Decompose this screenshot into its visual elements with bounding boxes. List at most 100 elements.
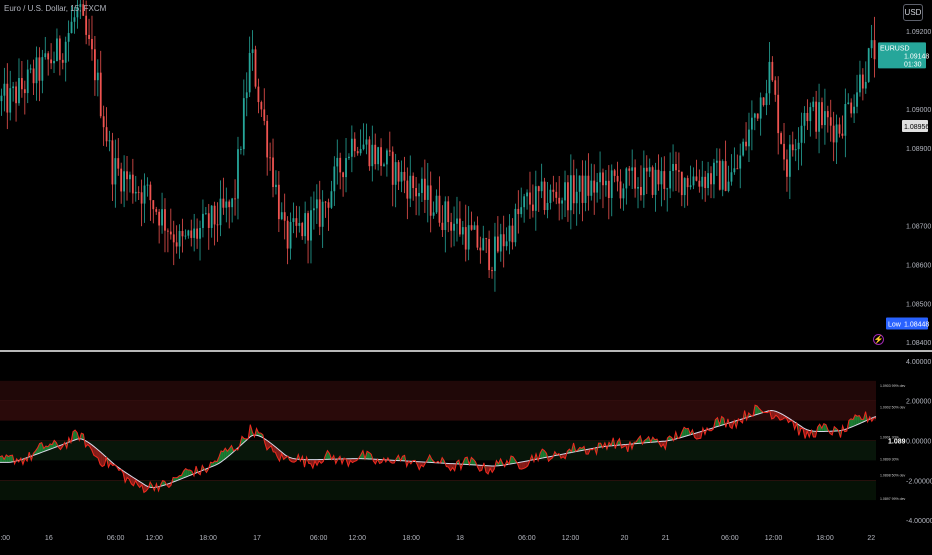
candle-body [415,188,417,197]
candle-body [342,172,344,178]
oscillator-fill-segment [561,454,564,459]
candle-body [216,224,219,226]
candle-body [260,102,263,110]
candle-body [114,158,117,185]
candle-body [774,80,777,95]
candle-body [453,223,455,231]
oscillator-fill-segment [8,455,11,463]
candle-body [310,210,312,241]
candle-body [321,201,324,227]
candle-body [412,175,415,189]
oscillator-fill-segment [696,432,699,440]
oscillator-fill-segment [755,405,758,416]
symbol-price-tag [878,42,926,69]
oscillator-fill-segment [50,443,53,450]
oscillator-fill-segment [131,476,134,486]
candle-body [710,173,712,185]
candle-body [350,138,353,157]
candle-body [590,180,593,196]
oscillator-fill-segment [513,456,516,464]
lightning-icon[interactable]: ⚡ [873,334,884,345]
candle-body [397,162,400,182]
candle-body [459,218,461,235]
candle-body [280,212,283,220]
candle-body [666,188,669,190]
candle-body [137,191,140,193]
candle-body [283,212,286,221]
oscillator-fill-segment [511,456,514,464]
candle-body [94,49,96,81]
candle-body [456,218,458,224]
candle-body [730,172,733,182]
candle-body [602,172,604,186]
oscillator-fill-segment [759,408,762,414]
candle-body [610,170,613,199]
candle-body [721,161,724,190]
candle-body [269,157,271,159]
candle-body [53,61,55,64]
candle-body [727,181,730,191]
candle-body [365,139,368,145]
candle-body [634,167,636,189]
oscillator-fill-segment [638,435,641,444]
oscillator-fill-segment [102,453,105,467]
candle-body [797,142,800,150]
oscillator-fill-segment [43,446,46,452]
candle-body [540,181,543,192]
candle-body [788,144,791,177]
candle-body [844,104,847,136]
candle-body [826,111,829,118]
candle-body [619,181,622,199]
oscillator-fill-segment [542,449,545,459]
candle-body [593,180,596,193]
candle-body [134,191,137,194]
candle-body [91,38,93,50]
oscillator-fill-segment [452,463,455,471]
candle-body [435,195,438,213]
candle-body [777,94,780,134]
candle-body [698,180,701,187]
candle-body [327,202,330,208]
time-axis-tick: 12:00 [145,535,163,542]
candle-body [569,175,572,211]
candle-body [213,205,216,225]
candle-body [558,197,561,204]
low-tag-label: Low [888,322,902,329]
candle-body [780,133,782,144]
candle-body [479,247,482,251]
candle-body [172,234,175,243]
candle-body [847,102,850,105]
oscillator-fill-segment [275,446,278,458]
currency-button[interactable]: USD [903,4,923,21]
candle-body [263,109,266,121]
candle-body [225,201,228,208]
indicator-axis-tick: 0.00000 [906,439,931,446]
oscillator-fill-segment [39,442,42,454]
candle-body [108,140,111,142]
candle-body [853,106,855,114]
candle-body [143,185,146,204]
candle-body [762,97,765,106]
time-axis-tick: 22 [867,535,875,542]
candle-body [444,201,447,231]
candle-body [491,270,493,272]
candle-body [245,92,248,99]
candle-body [129,174,131,180]
candle-body [742,141,745,156]
candle-body [675,163,677,171]
time-axis-tick: 06:00 [310,535,328,542]
candle-body [152,200,155,210]
candle-body [21,78,23,90]
candle-body [832,125,835,143]
candle-body [485,238,488,240]
candle-body [272,157,274,188]
candle-body [534,186,537,211]
candle-body [6,83,9,113]
time-axis-tick: 12:00 [348,535,366,542]
candle-body [76,6,79,18]
time-axis-tick: 18:00 [816,535,834,542]
candle-body [756,113,759,119]
candle-body [324,201,327,203]
candle-body [85,15,88,35]
candle-body [537,186,540,192]
